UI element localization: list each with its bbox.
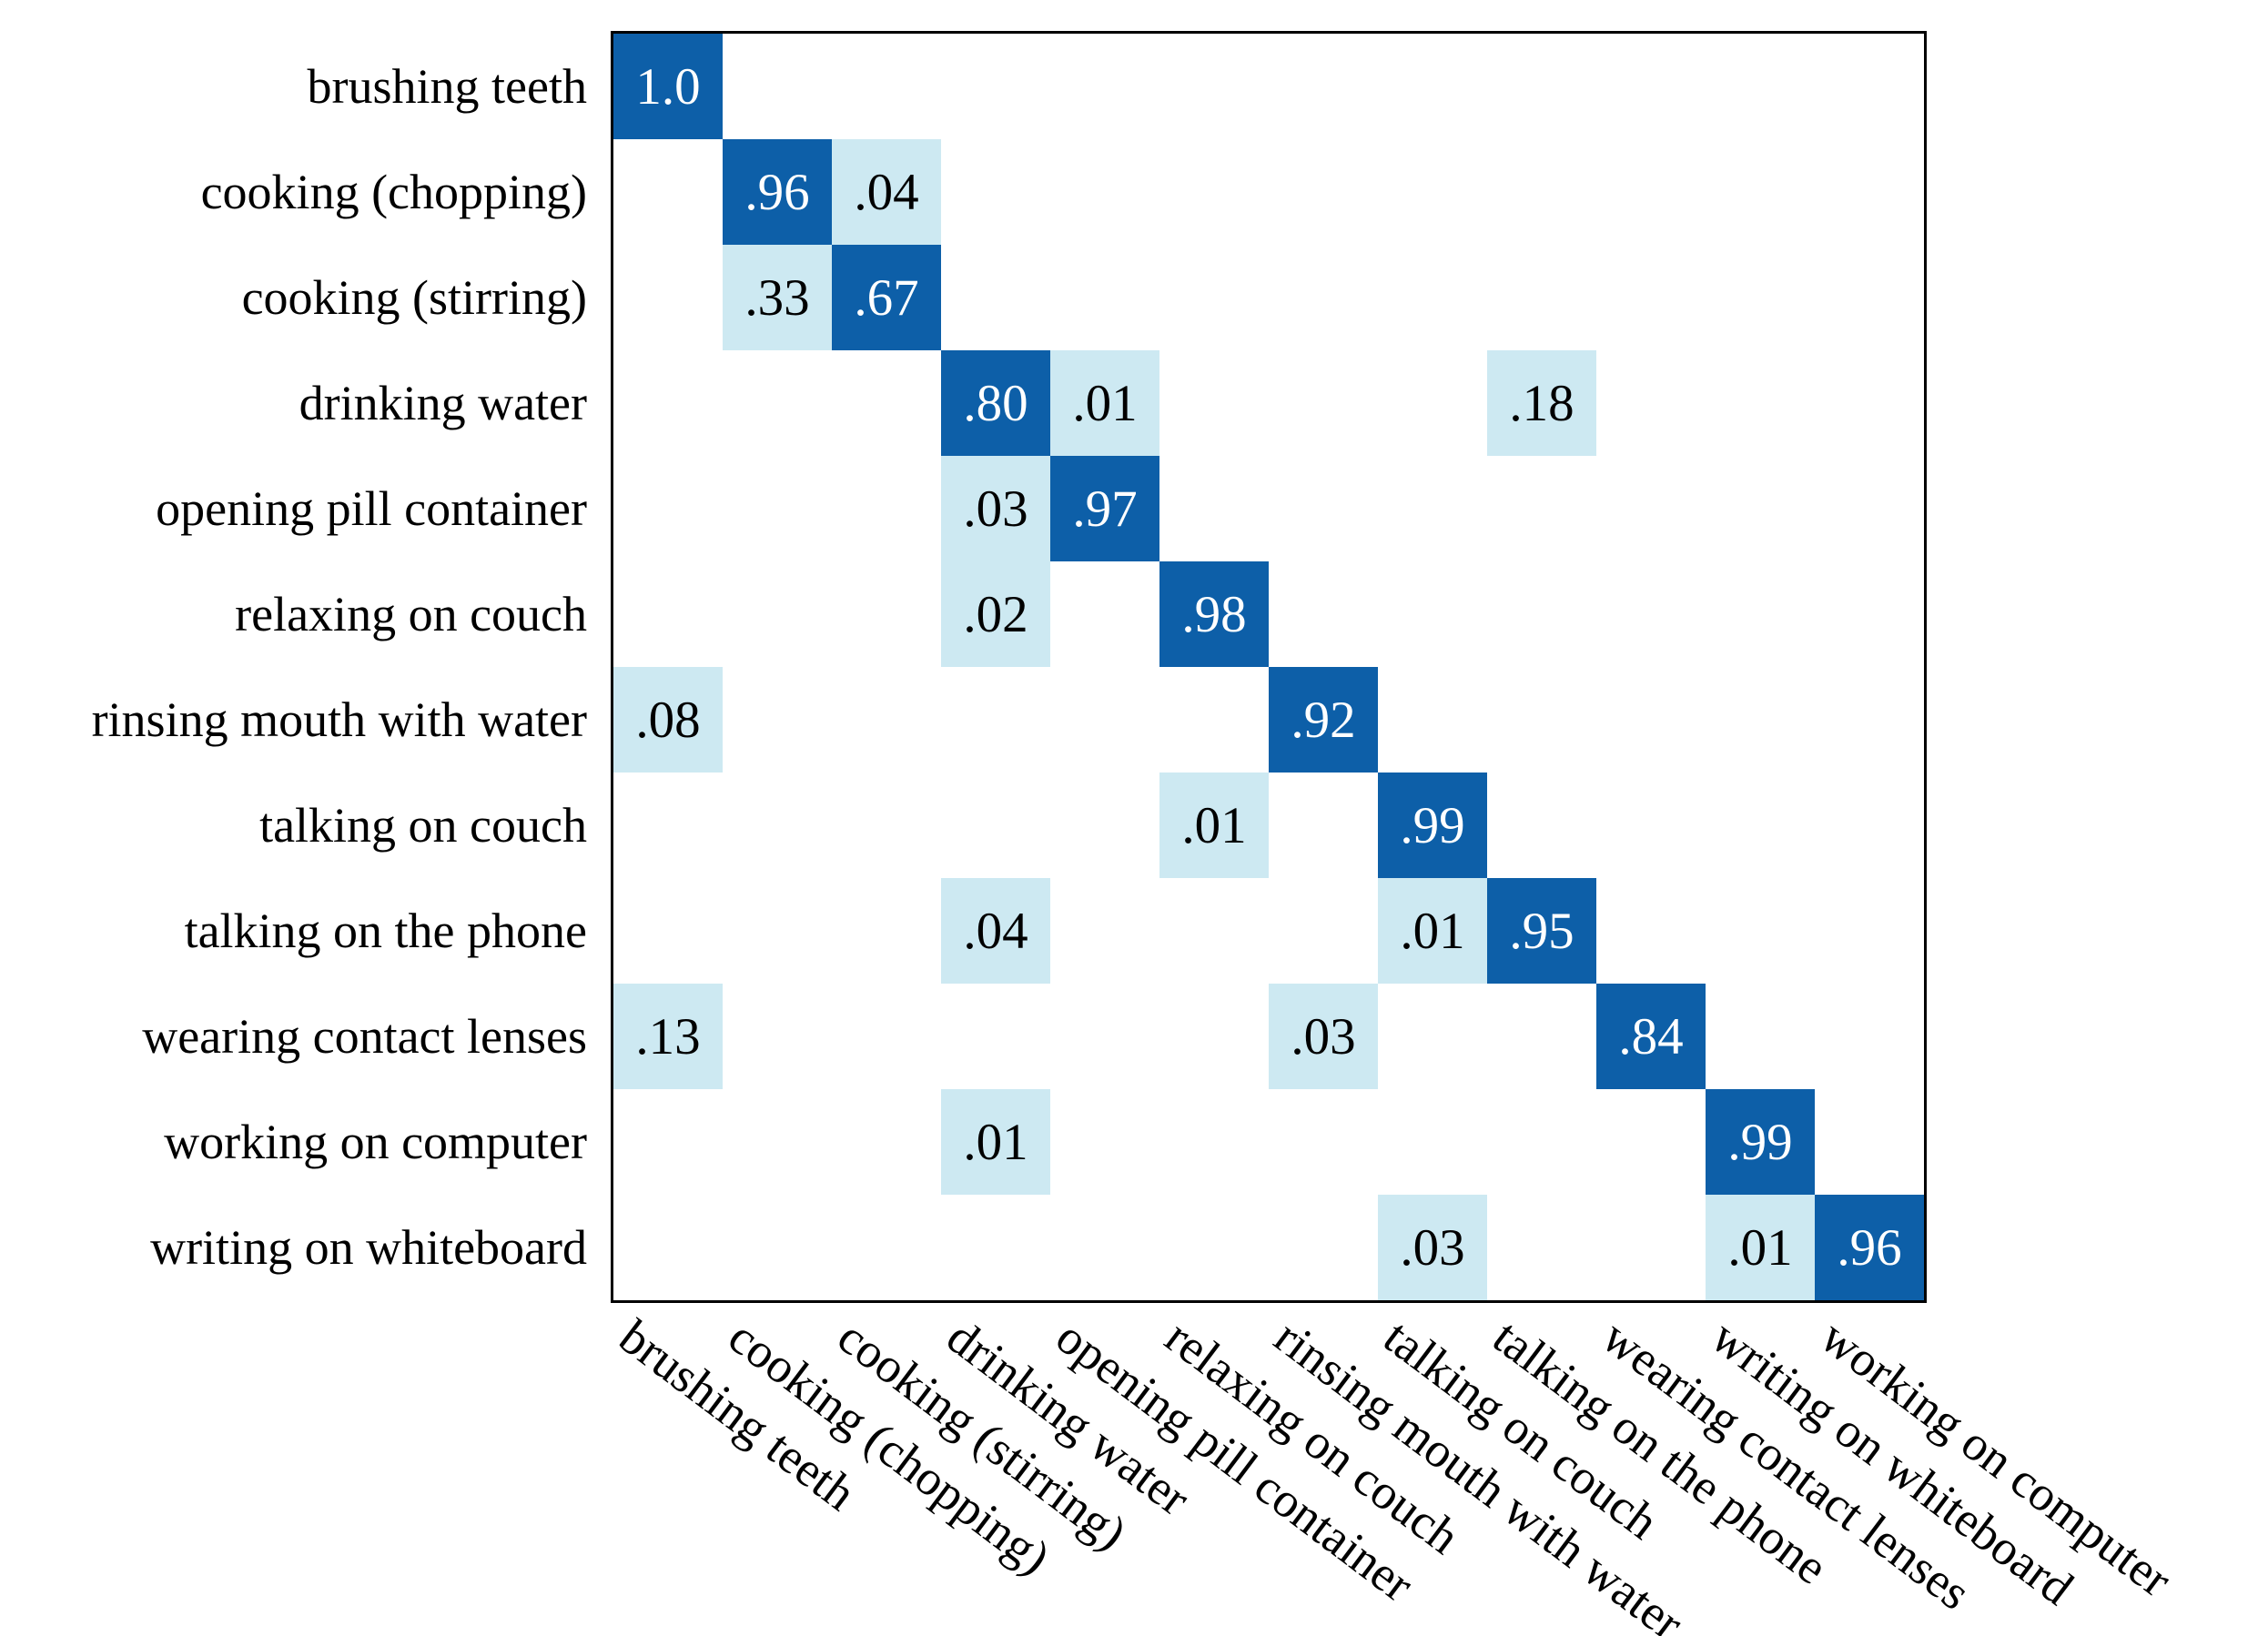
y-axis-label: rinsing mouth with water — [91, 692, 587, 747]
matrix-cell: .33 — [723, 245, 832, 350]
matrix-cell: .95 — [1487, 878, 1596, 984]
y-axis-label: talking on couch — [259, 798, 587, 853]
matrix-cell: .04 — [832, 139, 941, 245]
y-axis-label: opening pill container — [156, 481, 587, 536]
matrix-cell: .02 — [941, 561, 1050, 667]
matrix-cell: .97 — [1050, 456, 1159, 561]
matrix-cell: .92 — [1269, 667, 1378, 773]
confusion-matrix-grid: 1.0.96.04.33.67.80.01.18.03.97.02.98.08.… — [611, 31, 1927, 1303]
matrix-cell: .01 — [1378, 878, 1487, 984]
matrix-cell: .13 — [613, 984, 723, 1089]
matrix-cell: .08 — [613, 667, 723, 773]
matrix-cell: 1.0 — [613, 34, 723, 139]
matrix-cell: .96 — [723, 139, 832, 245]
y-axis-label: wearing contact lenses — [142, 1009, 587, 1064]
y-axis-label: cooking (stirring) — [241, 270, 587, 325]
matrix-cell: .80 — [941, 350, 1050, 456]
matrix-cell: .03 — [1269, 984, 1378, 1089]
matrix-cell: .99 — [1378, 773, 1487, 878]
matrix-cell: .01 — [941, 1089, 1050, 1195]
y-axis-label: writing on whiteboard — [150, 1220, 587, 1275]
y-axis-label: drinking water — [299, 376, 587, 430]
matrix-cell: .01 — [1050, 350, 1159, 456]
matrix-cell: .04 — [941, 878, 1050, 984]
y-axis-label: relaxing on couch — [235, 587, 587, 641]
y-axis-label: talking on the phone — [184, 904, 587, 958]
matrix-cell: .03 — [941, 456, 1050, 561]
matrix-cell: .98 — [1159, 561, 1269, 667]
matrix-cell: .67 — [832, 245, 941, 350]
matrix-cell: .03 — [1378, 1195, 1487, 1300]
y-axis-label: brushing teeth — [307, 59, 587, 114]
y-axis-label: working on computer — [164, 1115, 587, 1169]
matrix-cell: .99 — [1706, 1089, 1815, 1195]
y-axis-label: cooking (chopping) — [200, 165, 587, 219]
matrix-cell: .96 — [1815, 1195, 1924, 1300]
matrix-cell: .18 — [1487, 350, 1596, 456]
matrix-cell: .01 — [1159, 773, 1269, 878]
matrix-cell: .01 — [1706, 1195, 1815, 1300]
matrix-cell: .84 — [1596, 984, 1706, 1089]
